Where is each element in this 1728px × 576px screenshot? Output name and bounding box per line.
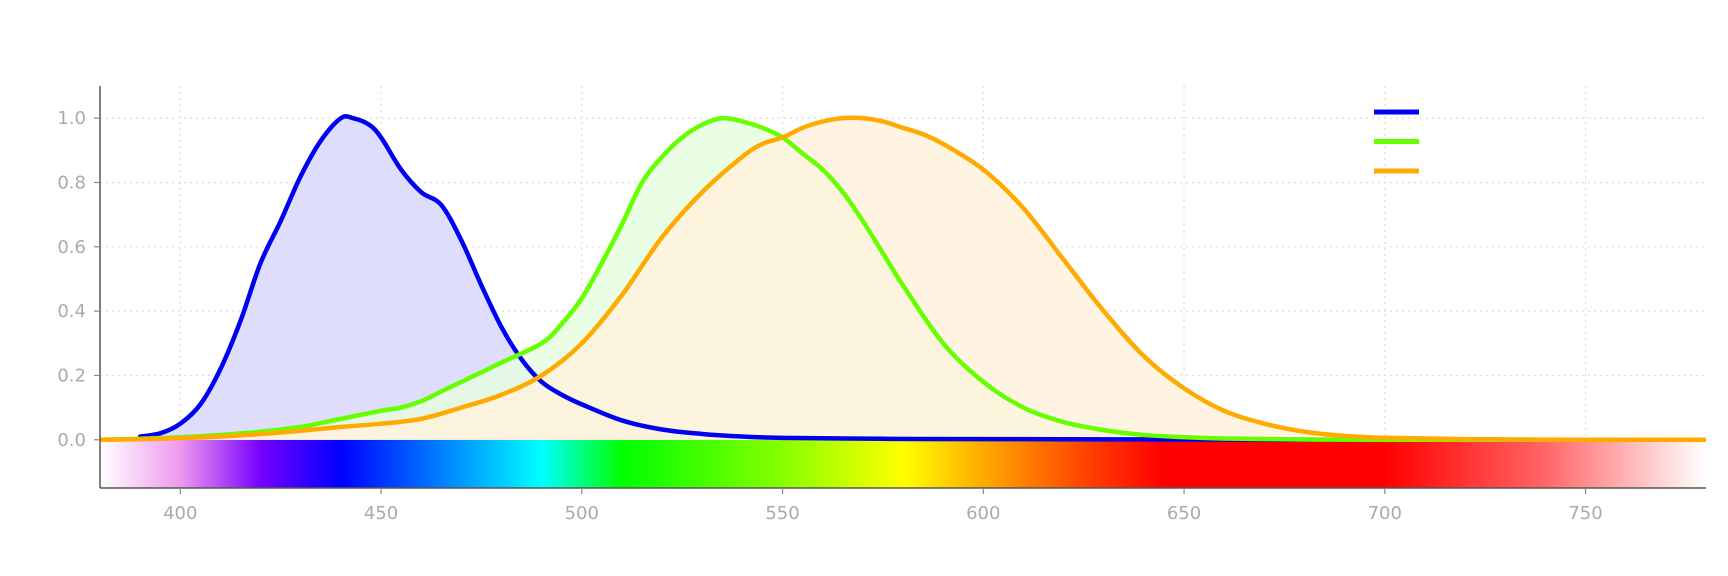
series-fill-0 (140, 116, 1706, 440)
series-fills (100, 116, 1706, 440)
y-tick-label: 0.0 (57, 430, 86, 451)
x-tick-label: 500 (565, 503, 599, 524)
y-tick-label: 1.0 (57, 108, 86, 129)
axes (99, 86, 1706, 489)
spectrum-bar (100, 439, 1706, 488)
y-tick-label: 0.8 (57, 172, 86, 193)
y-tick-label: 0.4 (57, 301, 86, 322)
x-tick-label: 750 (1568, 503, 1602, 524)
tick-labels: 400 450 500 550 600 650 700 750 0.0 0.2 0.4 0.6 0.8 1… (57, 108, 1602, 524)
series-line-1 (100, 115, 1706, 443)
series-fill-2 (100, 117, 1706, 440)
series-lines (100, 113, 1706, 443)
x-tick-label: 450 (364, 503, 398, 524)
y-tick-label: 0.2 (57, 365, 86, 386)
x-tick-label: 600 (966, 503, 1000, 524)
legend (1374, 109, 1419, 174)
x-tick-label: 550 (765, 503, 799, 524)
x-tick-label: 400 (163, 503, 197, 524)
x-tick-label: 650 (1167, 503, 1201, 524)
series-line-2 (100, 115, 1706, 443)
y-tick-label: 0.6 (57, 237, 86, 258)
series-line-0 (137, 113, 1706, 443)
x-tick-label: 700 (1368, 503, 1402, 524)
